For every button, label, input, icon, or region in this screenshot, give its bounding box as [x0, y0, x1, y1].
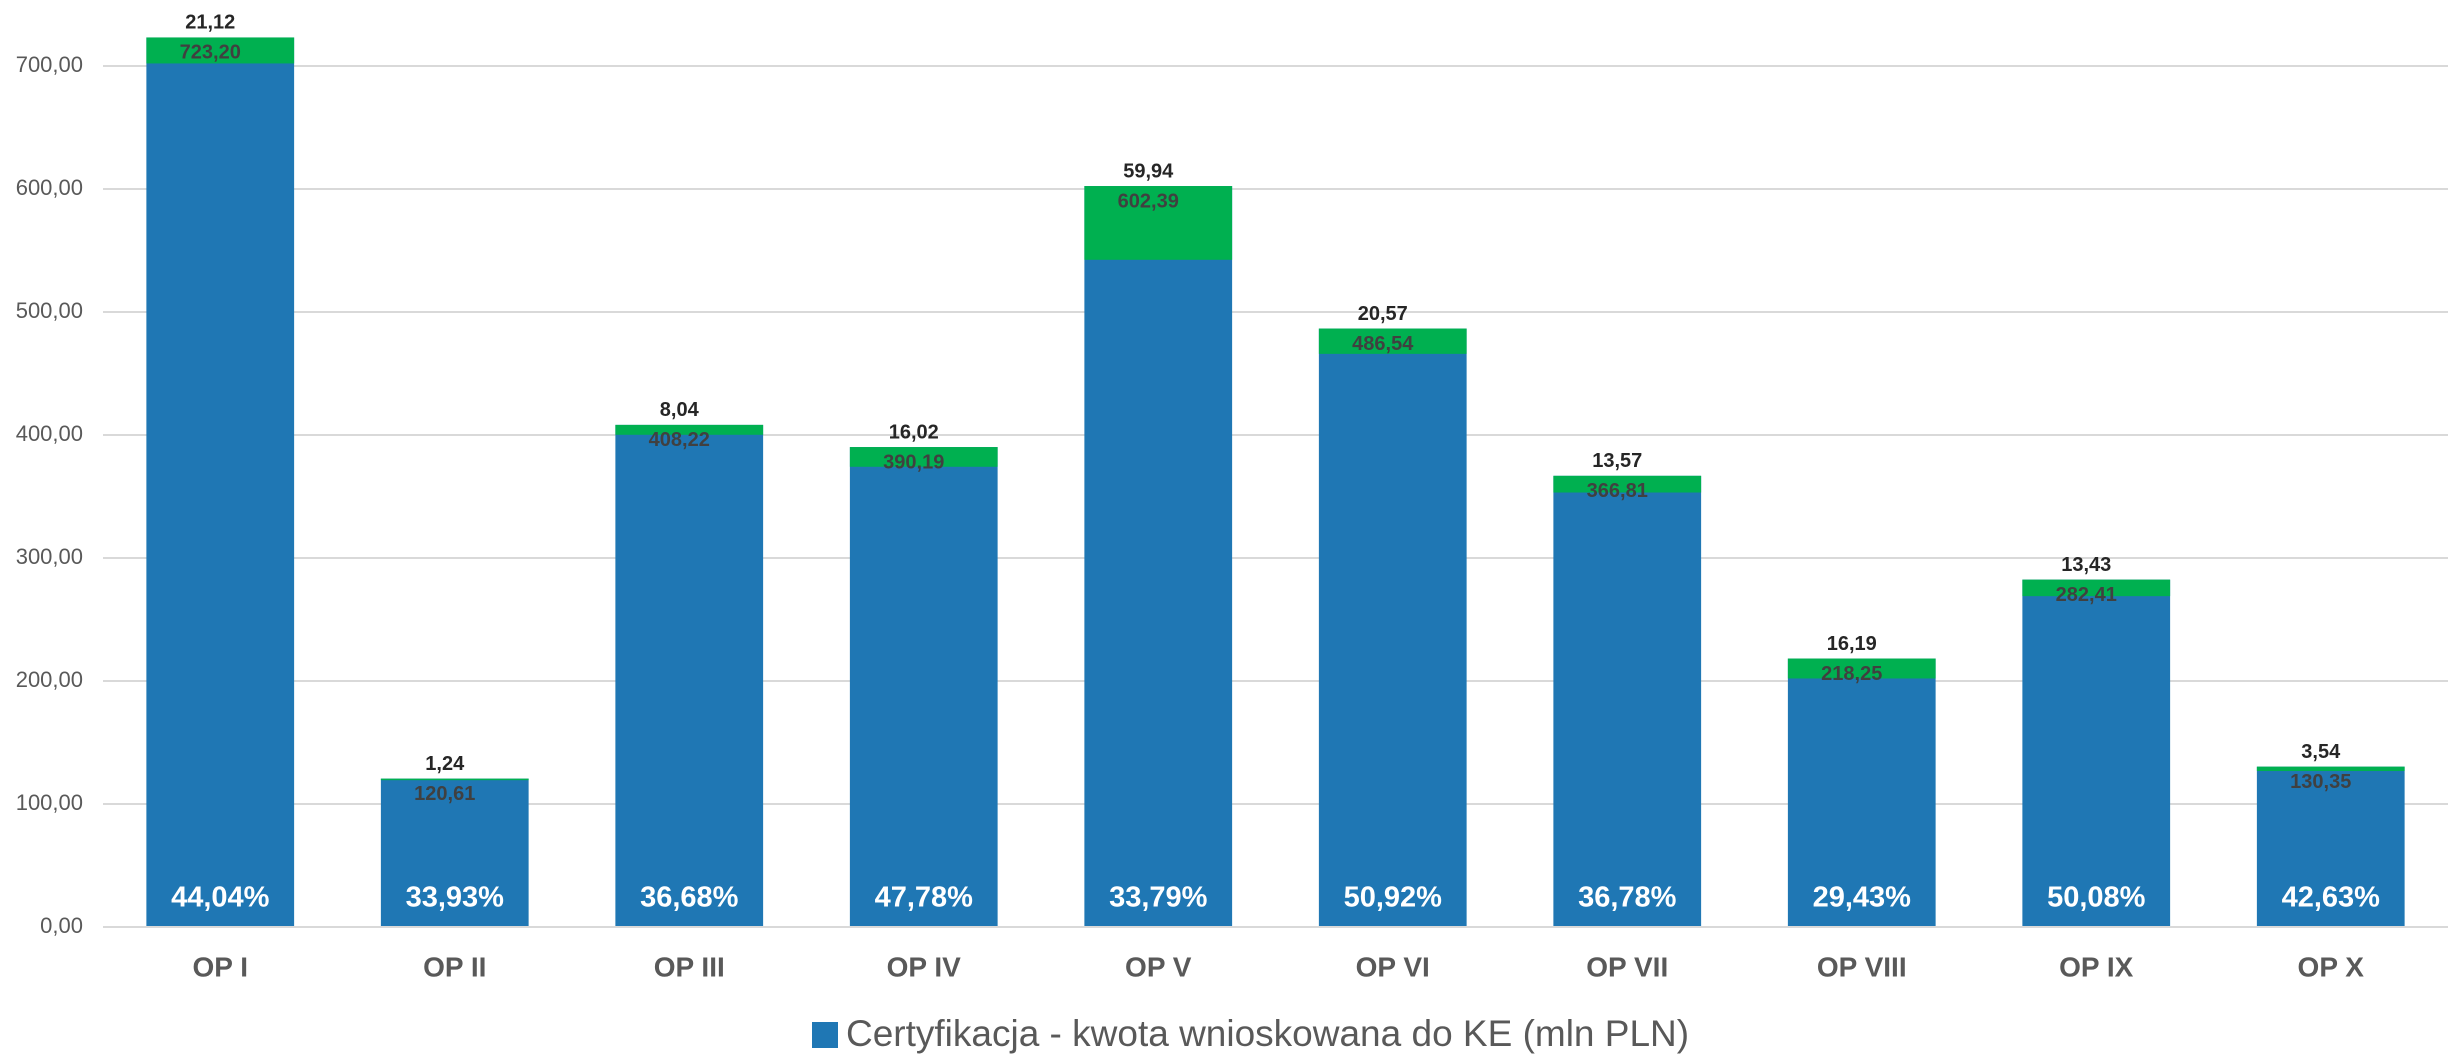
overlay-label: 16,19: [1827, 633, 1877, 655]
value-label: 486,54: [1352, 333, 1414, 355]
y-tick-label: 500,00: [16, 298, 83, 323]
y-tick-label: 400,00: [16, 421, 83, 446]
bar-bottom-label: 50,08%: [2047, 882, 2146, 914]
overlay-bar: [380, 778, 529, 781]
x-tick-label: OP IV: [887, 951, 962, 982]
x-tick-label: OP VII: [1586, 951, 1668, 982]
bar: [1318, 328, 1467, 927]
y-tick-label: 700,00: [16, 52, 83, 77]
bar: [380, 778, 529, 927]
value-label: 602,39: [1118, 190, 1179, 212]
bar-bottom-label: 44,04%: [171, 882, 270, 914]
bar-bottom-label: 36,68%: [640, 882, 739, 914]
legend-label: Certyfikacja - kwota wnioskowana do KE (…: [846, 1013, 1689, 1054]
bar-bottom-label: 36,78%: [1578, 882, 1677, 914]
y-tick-label: 0,00: [40, 913, 83, 938]
x-tick-label: OP VI: [1356, 951, 1430, 982]
value-label: 218,25: [1821, 663, 1882, 685]
bar: [1553, 475, 1702, 927]
bar-bottom-label: 50,92%: [1344, 882, 1443, 914]
overlay-bar: [1787, 658, 1936, 679]
overlay-bar: [1318, 328, 1467, 354]
overlay-label: 16,02: [889, 421, 939, 443]
overlay-bar: [2022, 579, 2171, 597]
x-tick-label: OP III: [654, 951, 725, 982]
overlay-bar: [615, 424, 764, 435]
bar-bottom-label: 33,93%: [406, 882, 505, 914]
x-tick-label: OP IX: [2059, 951, 2134, 982]
value-label: 130,35: [2290, 771, 2351, 793]
y-tick-label: 100,00: [16, 790, 83, 815]
overlay-label: 13,57: [1592, 450, 1642, 472]
bar-bottom-label: 29,43%: [1813, 882, 1912, 914]
legend-swatch: [812, 1022, 838, 1048]
y-tick-label: 300,00: [16, 544, 83, 569]
x-tick-label: OP VIII: [1817, 951, 1907, 982]
bar: [1787, 658, 1936, 927]
bar: [1084, 186, 1233, 927]
value-label: 390,19: [883, 451, 944, 473]
value-label: 723,20: [180, 42, 241, 64]
x-tick-label: OP V: [1125, 951, 1192, 982]
x-tick-label: OP II: [423, 951, 486, 982]
bar-bottom-label: 42,63%: [2282, 882, 2381, 914]
bar: [146, 37, 295, 928]
y-tick-label: 200,00: [16, 667, 83, 692]
bar: [849, 447, 998, 927]
bar: [2256, 766, 2405, 927]
bar: [615, 424, 764, 927]
x-tick-label: OP X: [2298, 951, 2365, 982]
overlay-label: 21,12: [185, 12, 235, 34]
overlay-label: 3,54: [2301, 741, 2341, 763]
overlay-bar: [849, 447, 998, 467]
value-label: 120,61: [414, 783, 475, 805]
overlay-bar: [146, 37, 295, 64]
overlay-bar: [2256, 766, 2405, 772]
value-label: 408,22: [649, 429, 710, 451]
overlay-label: 59,94: [1123, 160, 1174, 182]
bar: [2022, 579, 2171, 927]
y-tick-label: 600,00: [16, 175, 83, 200]
bar-bottom-label: 33,79%: [1109, 882, 1208, 914]
x-tick-label: OP I: [192, 951, 248, 982]
overlay-bar: [1553, 475, 1702, 493]
bar-bottom-label: 47,78%: [875, 882, 974, 914]
overlay-label: 13,43: [2061, 554, 2111, 576]
overlay-label: 20,57: [1358, 303, 1408, 325]
value-label: 366,81: [1587, 480, 1648, 502]
overlay-label: 1,24: [425, 753, 465, 775]
value-label: 282,41: [2056, 584, 2117, 606]
overlay-bar: [1084, 186, 1233, 260]
overlay-label: 8,04: [660, 399, 700, 421]
